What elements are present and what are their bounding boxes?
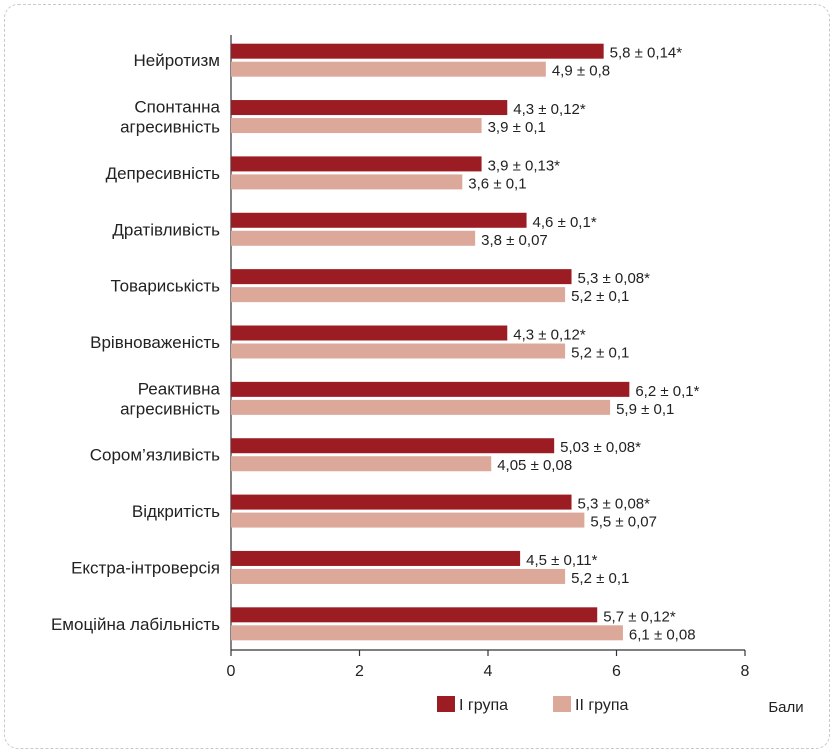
category-label: Емоційна лабільність (51, 615, 220, 634)
category-label: Спонтанна (134, 98, 220, 117)
bar-value-label: 4,5 ± 0,11* (526, 552, 598, 569)
bar-value-label: 4,05 ± 0,08 (497, 457, 572, 474)
bar-value-label: 5,2 ± 0,1 (571, 570, 629, 587)
x-axis-title: Бали (768, 699, 803, 716)
bar-group-2 (231, 456, 492, 472)
bar-value-label: 5,5 ± 0,07 (590, 514, 657, 531)
bar-value-label: 5,7 ± 0,12* (603, 608, 676, 625)
bar-value-label: 6,2 ± 0,1* (635, 383, 699, 400)
legend-label: II група (575, 697, 629, 714)
category-label: Товариськість (111, 277, 221, 296)
x-tick-label: 6 (612, 663, 621, 680)
bar-group-1 (231, 156, 482, 172)
bar-group-2 (231, 61, 546, 77)
bar-value-label: 5,3 ± 0,08* (578, 496, 651, 513)
bar-value-label: 5,2 ± 0,1 (571, 345, 629, 362)
bar-group-1 (231, 381, 630, 397)
bar-group-2 (231, 174, 463, 190)
bar-value-label: 4,9 ± 0,8 (552, 63, 610, 80)
legend-label: I група (459, 697, 508, 714)
bar-group-1 (231, 494, 572, 510)
category-label: Депресивність (106, 164, 221, 183)
bar-group-2 (231, 343, 566, 359)
bar-value-label: 4,6 ± 0,1* (533, 214, 597, 231)
bar-value-label: 5,9 ± 0,1 (616, 401, 674, 418)
bar-value-label: 3,9 ± 0,1 (488, 119, 546, 136)
x-tick-label: 2 (355, 663, 364, 680)
bar-value-label: 3,9 ± 0,13* (488, 157, 561, 174)
bar-value-label: 4,3 ± 0,12* (513, 101, 586, 118)
bar-group-2 (231, 625, 623, 641)
category-label: Відкритість (132, 502, 220, 521)
bar-group-1 (231, 269, 572, 285)
x-tick-label: 4 (484, 663, 493, 680)
chart-frame (4, 4, 830, 749)
bar-group-2 (231, 568, 566, 584)
bar-group-2 (231, 399, 611, 415)
bar-group-1 (231, 550, 521, 566)
category-label: Реактивна (138, 379, 221, 398)
bar-group-1 (231, 325, 508, 341)
legend-swatch (437, 696, 455, 712)
bar-value-label: 3,6 ± 0,1 (468, 175, 526, 192)
bar-group-2 (231, 512, 585, 528)
category-label: Екстра-інтроверсія (71, 558, 220, 577)
category-label: Врівноваженість (90, 333, 220, 352)
bar-value-label: 3,8 ± 0,07 (481, 232, 548, 249)
x-tick-label: 0 (227, 663, 236, 680)
bar-group-2 (231, 118, 482, 134)
legend-swatch (553, 696, 571, 712)
bar-value-label: 5,8 ± 0,14* (610, 45, 683, 62)
x-tick-label: 8 (741, 663, 750, 680)
bar-value-label: 6,1 ± 0,08 (629, 626, 696, 643)
bar-value-label: 4,3 ± 0,12* (513, 327, 586, 344)
bar-group-2 (231, 230, 476, 246)
bar-group-1 (231, 607, 598, 623)
bar-group-1 (231, 438, 555, 454)
category-label: Сором’язливість (90, 446, 220, 465)
bar-group-2 (231, 287, 566, 303)
category-label: Дратівливість (112, 220, 220, 239)
bar-group-1 (231, 43, 604, 59)
bar-value-label: 5,2 ± 0,1 (571, 288, 629, 305)
category-label: Нейротизм (133, 51, 220, 70)
category-label: агресивність (120, 399, 220, 418)
category-label: агресивність (120, 118, 220, 137)
bar-group-1 (231, 100, 508, 116)
bar-value-label: 5,03 ± 0,08* (560, 439, 641, 456)
bar-value-label: 5,3 ± 0,08* (578, 270, 651, 287)
bar-group-1 (231, 212, 527, 228)
